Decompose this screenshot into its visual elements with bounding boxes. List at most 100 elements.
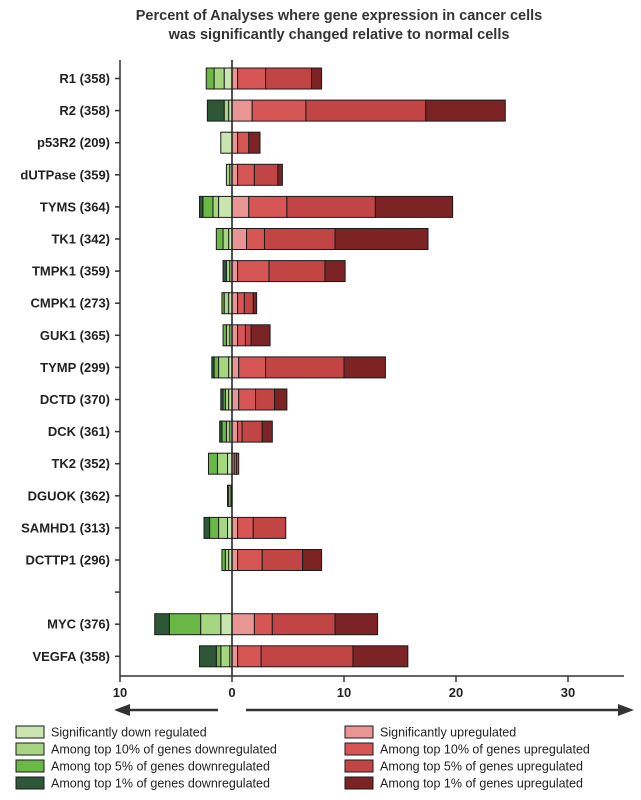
category-label-r2-358: R2 (358) <box>59 103 110 118</box>
bar-r1-358-up-3 <box>265 67 313 90</box>
bar-myc-376-up-1 <box>231 613 255 636</box>
legend-swatch-down-3 <box>15 759 45 773</box>
bar-dctd-370-up-2 <box>238 388 257 411</box>
bar-guk1-365-down-2 <box>225 324 231 347</box>
legend-swatch-up-3 <box>344 759 374 773</box>
bar-dck-361-down-4 <box>219 420 223 443</box>
category-label-p53r2-209: p53R2 (209) <box>37 135 110 150</box>
bar-r1-358-up-4 <box>311 67 323 90</box>
plot-area: R1 (358) R2 (358) p53R2 (209) dUTPase (359)… <box>20 60 634 716</box>
bar-myc-376-down-1 <box>220 613 233 636</box>
category-label-tk2-352: TK2 (352) <box>51 456 110 471</box>
bar-dcttp1-296-up-3 <box>261 549 304 571</box>
category-label-dguok-362: DGUOK (362) <box>28 488 110 503</box>
bar-samhd1-313-down-2 <box>218 516 229 539</box>
category-label-samhd1-313: SAMHD1 (313) <box>21 520 110 535</box>
legend-label-down-2: Among top 10% of genes downregulated <box>51 743 277 757</box>
bar-vegfa-358-down-4 <box>199 645 217 668</box>
bar-dguok-362-down-3 <box>227 484 230 507</box>
bar-dck-361-up-4 <box>261 420 273 443</box>
bar-tyms-364-up-4 <box>374 195 454 218</box>
bar-dcttp1-296-up-2 <box>237 549 263 571</box>
bar-myc-376-up-4 <box>334 613 379 636</box>
bar-tmpk1-359-down-2 <box>225 260 231 283</box>
legend-label-up-2: Among top 10% of genes upregulated <box>380 743 590 757</box>
bar-r2-358-up-2 <box>251 99 307 122</box>
bar-vegfa-358-up-2 <box>237 645 262 668</box>
bar-dcttp1-296-up-4 <box>302 549 323 571</box>
category-label-tk1-342: TK1 (342) <box>51 232 110 247</box>
bar-vegfa-358-up-3 <box>260 645 354 668</box>
bar-p53r2-209-up-1 <box>231 131 239 154</box>
category-label-myc-376: MYC (376) <box>47 617 110 632</box>
bar-guk1-365-up-4 <box>250 324 271 347</box>
category-label-tymp-299: TYMP (299) <box>40 360 110 375</box>
bar-tyms-364-down-3 <box>202 195 214 218</box>
bar-dck-361-down-3 <box>221 420 227 443</box>
bar-samhd1-313-down-3 <box>209 516 220 539</box>
legend-swatch-up-4 <box>344 776 374 790</box>
left-arrow-icon <box>114 704 130 716</box>
bar-tk2-352-down-2 <box>216 452 229 475</box>
legend-label-down-4: Among top 1% of genes downregulated <box>51 777 270 791</box>
category-label-guk1-365: GUK1 (365) <box>40 328 110 343</box>
legend-swatch-down-1 <box>15 725 45 739</box>
category-label-dcttp1-296: DCTTP1 (296) <box>25 553 110 568</box>
legend-label-up-1: Significantly upregulated <box>380 726 516 740</box>
bar-tymp-299-up-1 <box>231 356 240 379</box>
bar-myc-376-down-3 <box>168 613 202 636</box>
category-label-r1-358: R1 (358) <box>59 71 110 86</box>
bar-tmpk1-359-up-2 <box>237 260 270 283</box>
bar-myc-376-up-2 <box>253 613 273 636</box>
category-label-dutpase-359: dUTPase (359) <box>20 167 110 182</box>
legend-label-down-1: Significantly down regulated <box>51 726 207 740</box>
bar-tmpk1-359-up-1 <box>231 260 239 283</box>
category-label-cmpk1-273: CMPK1 (273) <box>31 296 110 311</box>
bar-tk2-352-up-3 <box>235 452 240 475</box>
bar-r2-358-up-1 <box>231 99 253 122</box>
bar-cmpk1-273-down-2 <box>223 292 230 315</box>
bar-cmpk1-273-up-3 <box>243 292 254 315</box>
bar-samhd1-313-up-1 <box>231 516 239 539</box>
bar-samhd1-313-up-2 <box>237 516 254 539</box>
bar-dutpase-359-down-2 <box>225 163 231 186</box>
legend-label-down-3: Among top 5% of genes downregulated <box>51 760 270 774</box>
bar-r2-358-up-3 <box>305 99 427 122</box>
bar-r1-358-up-2 <box>237 67 267 90</box>
bar-tk1-342-up-2 <box>246 228 265 250</box>
category-label-tyms-364: TYMS (364) <box>40 199 110 214</box>
bar-samhd1-313-down-4 <box>203 516 211 539</box>
bar-tymp-299-down-4 <box>211 356 215 379</box>
bar-dcttp1-296-up-1 <box>231 549 239 571</box>
bar-vegfa-358-up-4 <box>352 645 409 668</box>
bar-tk1-342-up-1 <box>231 228 248 250</box>
bar-tk1-342-down-2 <box>222 228 230 250</box>
bar-guk1-365-up-1 <box>231 324 239 347</box>
right-arrow-icon <box>618 704 634 716</box>
bar-dck-361-up-3 <box>241 420 263 443</box>
bar-r1-358-up-1 <box>231 67 239 90</box>
bar-dctd-370-up-4 <box>274 388 288 411</box>
bar-r2-358-down-2 <box>223 99 230 122</box>
bar-tymp-299-up-2 <box>238 356 267 379</box>
category-label-tmpk1-359: TMPK1 (359) <box>32 264 110 279</box>
bar-tymp-299-up-4 <box>343 356 386 379</box>
chart-title-line-2: was significantly changed relative to no… <box>168 27 510 43</box>
legend-swatch-up-1 <box>344 725 374 739</box>
bar-tyms-364-down-1 <box>218 195 233 218</box>
bar-dck-361-up-1 <box>231 420 239 443</box>
bar-p53r2-209-up-4 <box>248 131 261 154</box>
bar-dctd-370-up-3 <box>255 388 276 411</box>
bar-tk1-342-up-3 <box>263 228 336 250</box>
bar-vegfa-358-up-1 <box>231 645 239 668</box>
bar-tymp-299-up-3 <box>265 356 345 379</box>
bar-tmpk1-359-up-4 <box>324 260 346 283</box>
bar-tk1-342-down-3 <box>215 228 224 250</box>
bar-dcttp1-296-down-3 <box>221 549 226 571</box>
category-label-dctd-370: DCTD (370) <box>40 392 110 407</box>
legend-label-up-3: Among top 5% of genes upregulated <box>380 760 583 774</box>
bar-cmpk1-273-up-4 <box>252 292 258 315</box>
bar-dutpase-359-up-3 <box>253 163 279 186</box>
bar-myc-376-down-2 <box>200 613 222 636</box>
